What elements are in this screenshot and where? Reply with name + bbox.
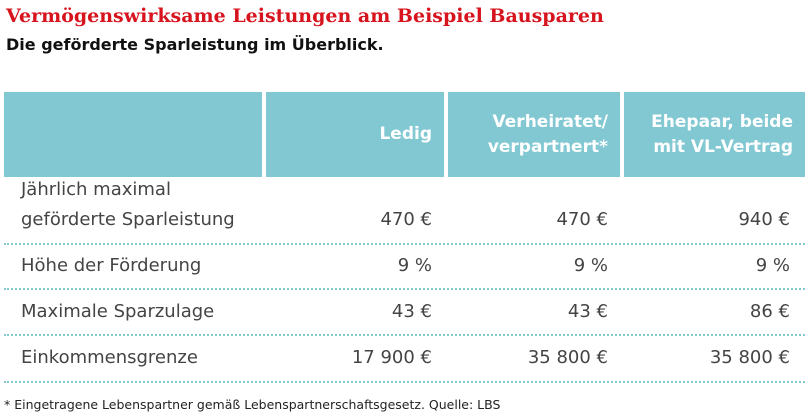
table-row: Einkommensgrenze 17 900 € 35 800 € 35 80… bbox=[4, 343, 805, 379]
cell-value: 9 % bbox=[573, 255, 608, 276]
header-line: Ehepaar, beide bbox=[651, 111, 793, 132]
row-label: Jährlich maximal bbox=[21, 179, 171, 200]
cell-value: 470 € bbox=[556, 209, 608, 230]
header-line: mit VL-Vertrag bbox=[653, 136, 793, 157]
cell-value: 43 € bbox=[567, 301, 608, 322]
cell-value: 35 800 € bbox=[527, 347, 608, 368]
table-row: Maximale Sparzulage 43 € 43 € 86 € bbox=[4, 297, 805, 333]
row-divider bbox=[4, 243, 805, 245]
row-label: Höhe der Förderung bbox=[21, 255, 202, 276]
cell-value: 35 800 € bbox=[709, 347, 790, 368]
row-label: Maximale Sparzulage bbox=[21, 301, 215, 322]
table-header-ehepaar: Ehepaar, beide mit VL-Vertrag bbox=[624, 92, 805, 177]
cell-value: 17 900 € bbox=[351, 347, 432, 368]
header-line: verpartnert* bbox=[487, 136, 608, 157]
table-header-verheiratet: Verheiratet/ verpartnert* bbox=[448, 92, 620, 177]
header-line: Ledig bbox=[379, 124, 432, 144]
row-label: Einkommensgrenze bbox=[21, 347, 198, 368]
row-label: geförderte Sparleistung bbox=[21, 209, 235, 230]
row-divider bbox=[4, 288, 805, 290]
row-divider bbox=[4, 334, 805, 336]
cell-value: 9 % bbox=[397, 255, 432, 276]
row-divider bbox=[4, 381, 805, 383]
table-row: Jährlich maximal geförderte Sparleistung… bbox=[4, 175, 805, 245]
table-header-ledig: Ledig bbox=[266, 92, 444, 177]
page-title: Vermögenswirksame Leistungen am Beispiel… bbox=[6, 5, 604, 27]
cell-value: 86 € bbox=[749, 301, 790, 322]
table-row: Höhe der Förderung 9 % 9 % 9 % bbox=[4, 251, 805, 287]
cell-value: 470 € bbox=[380, 209, 432, 230]
page-subtitle: Die geförderte Sparleistung im Überblick… bbox=[6, 35, 384, 54]
header-line: Verheiratet/ bbox=[492, 111, 608, 132]
cell-value: 940 € bbox=[738, 209, 790, 230]
cell-value: 43 € bbox=[391, 301, 432, 322]
cell-value: 9 % bbox=[755, 255, 790, 276]
footnote: * Eingetragene Lebenspartner gemäß Leben… bbox=[4, 397, 501, 412]
table-header-empty bbox=[4, 92, 262, 177]
